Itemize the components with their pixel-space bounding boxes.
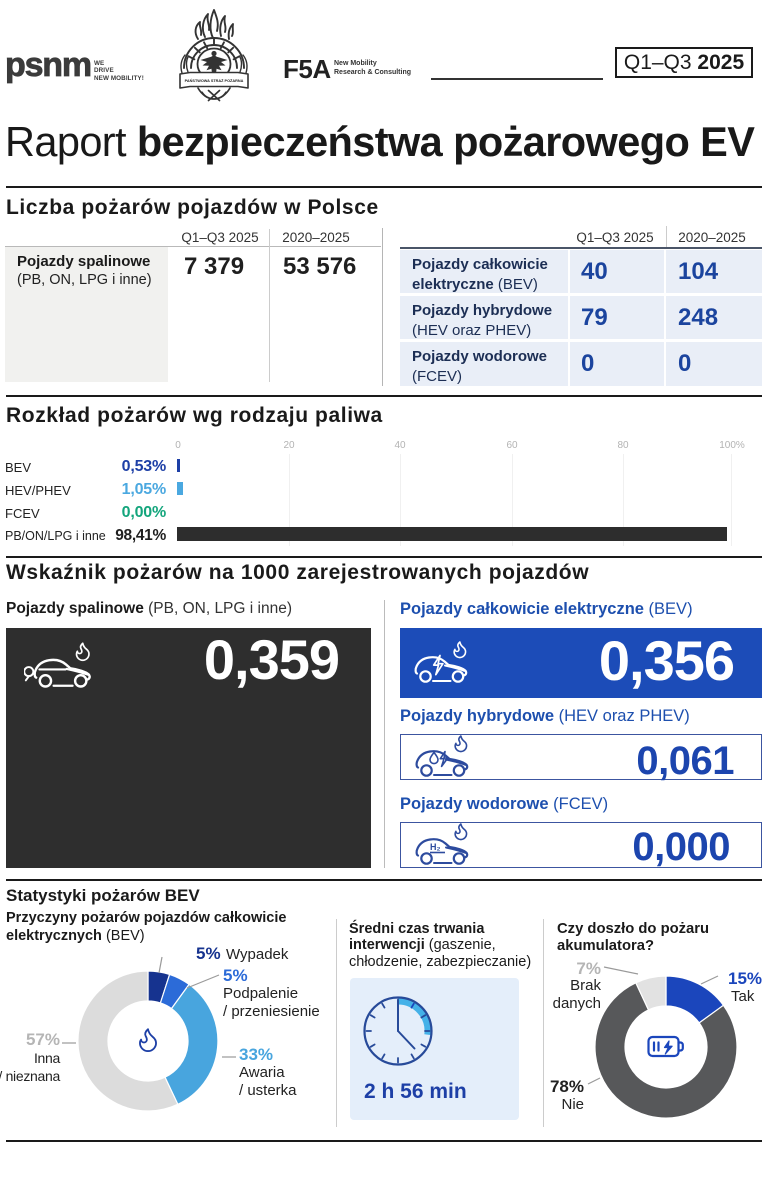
svg-text:PAŃSTWOWA STRAŻ POŻARNA: PAŃSTWOWA STRAŻ POŻARNA: [185, 78, 244, 83]
svg-text:H₂: H₂: [430, 842, 441, 852]
